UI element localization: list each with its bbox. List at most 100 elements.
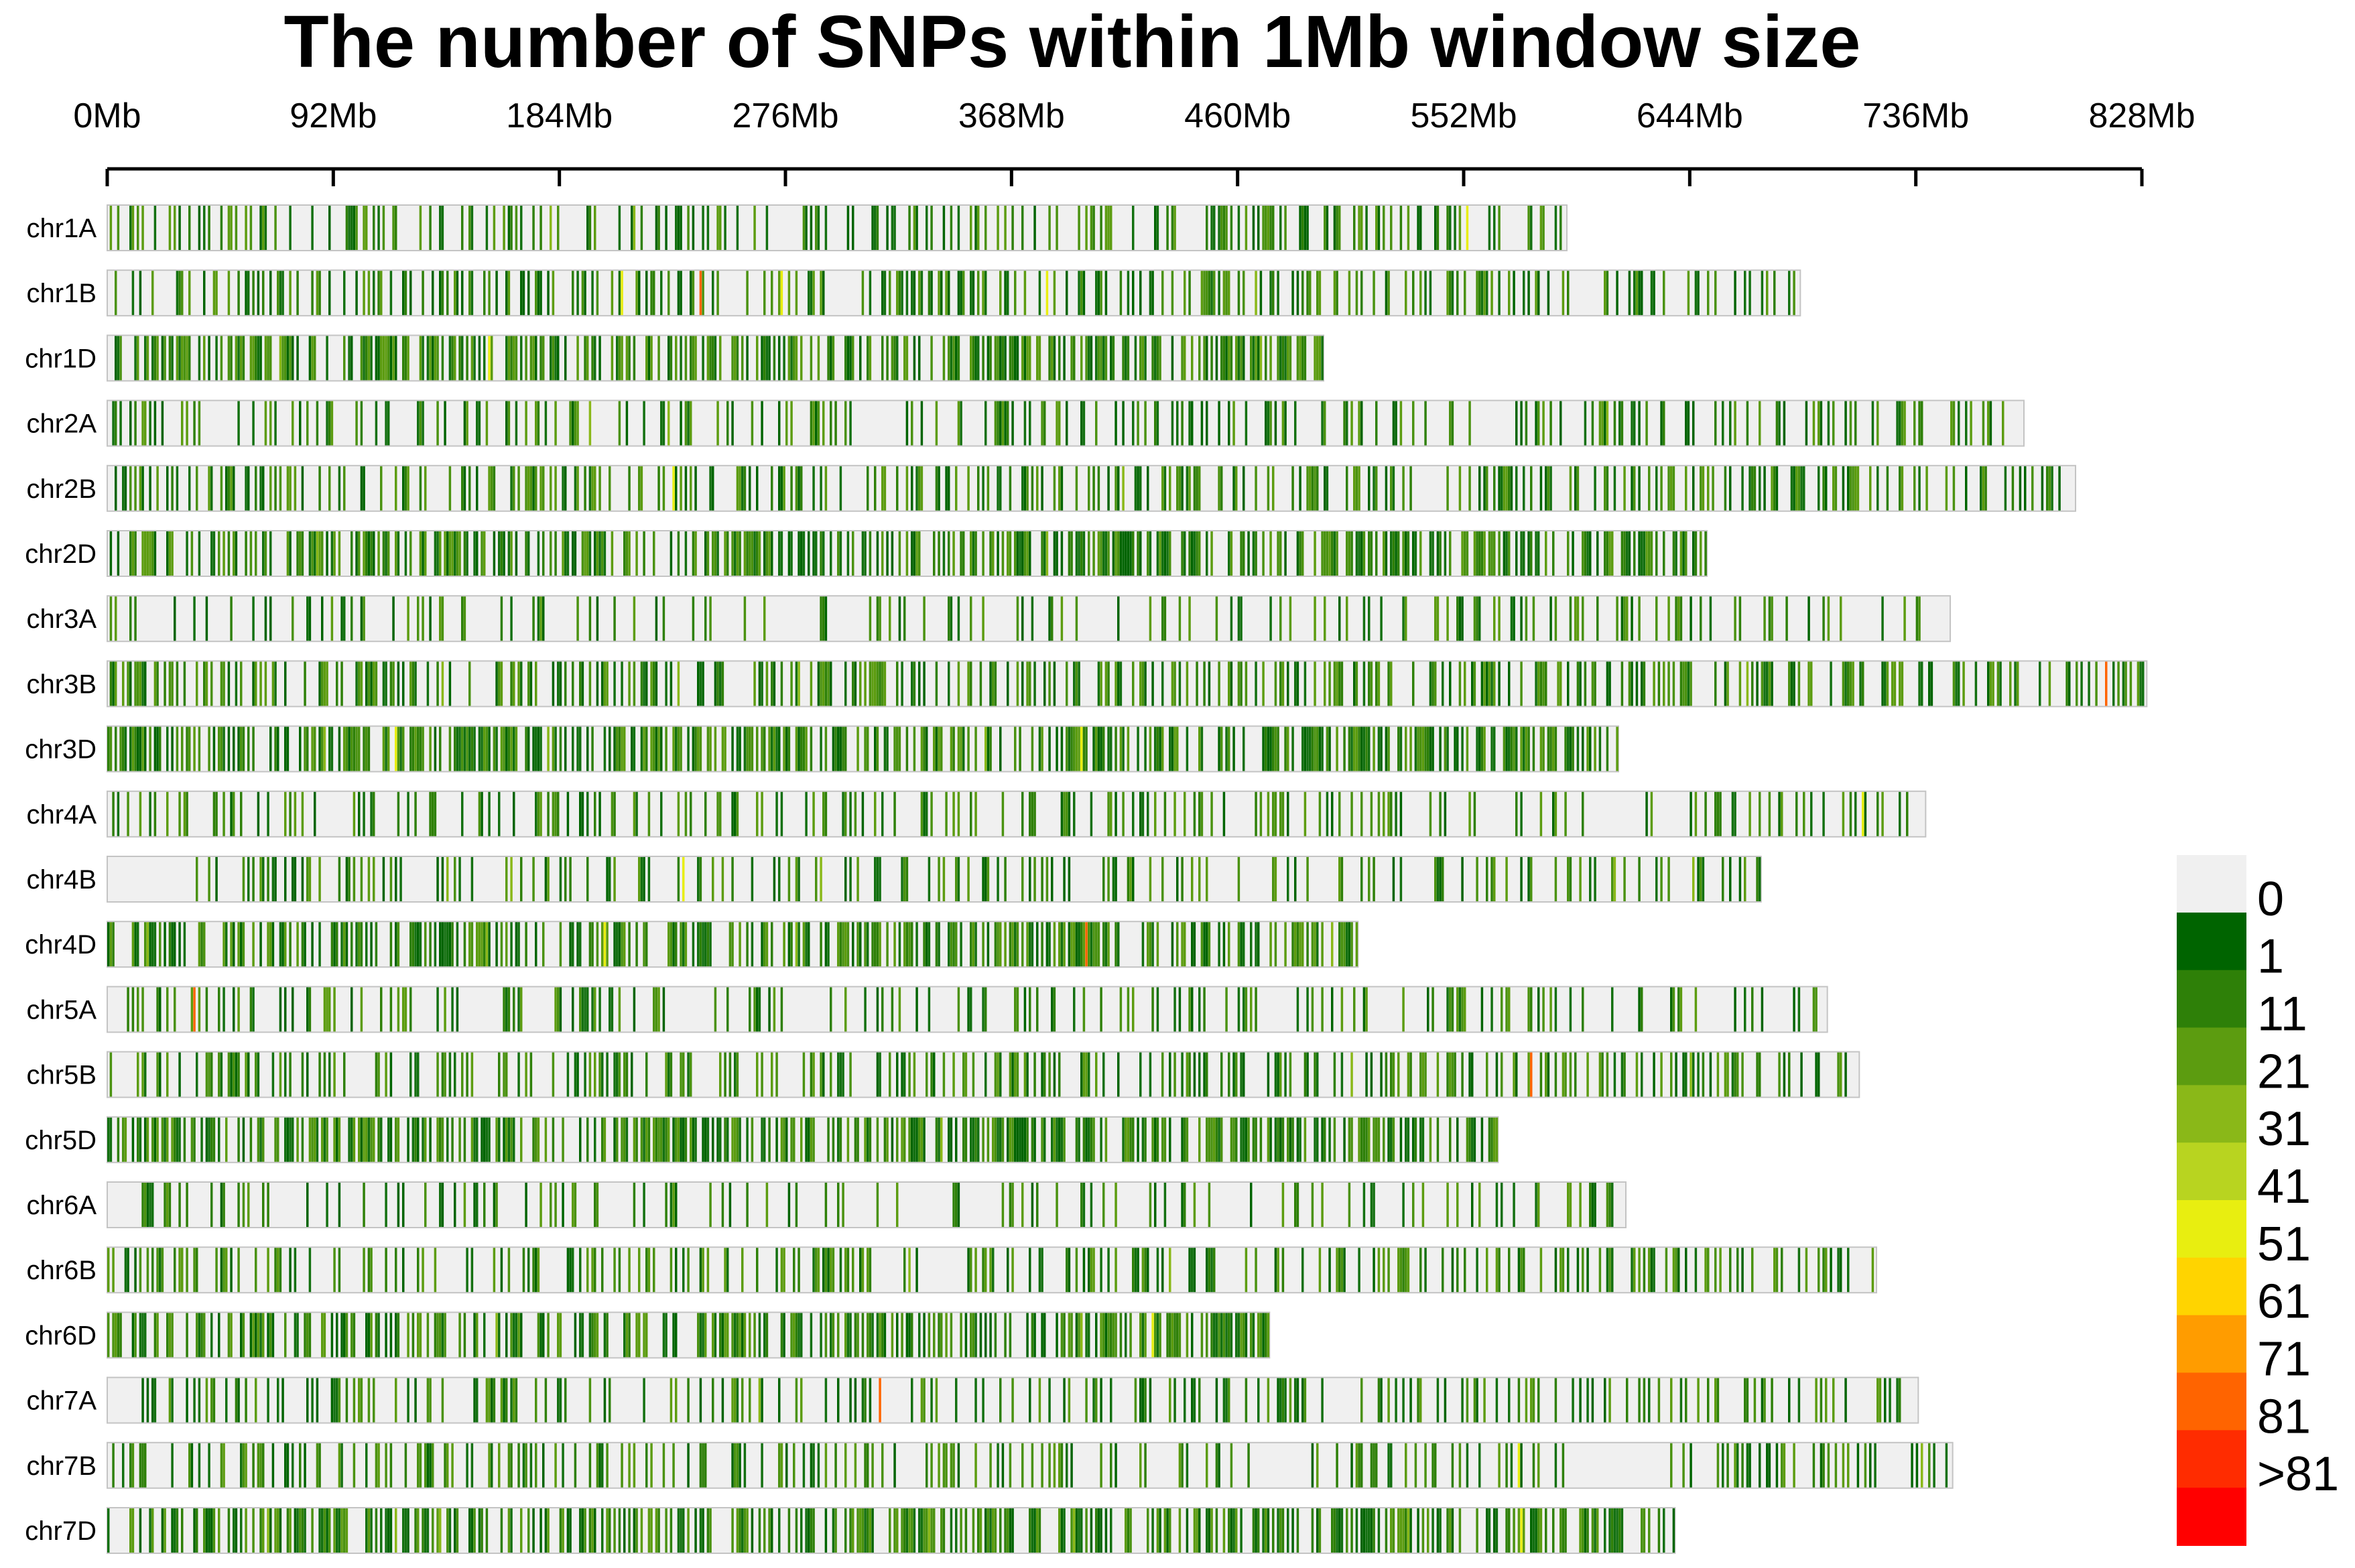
snp-window: [665, 1508, 667, 1553]
snp-window: [805, 1508, 808, 1553]
snp-window: [1284, 922, 1287, 967]
snp-window: [468, 271, 471, 316]
snp-window: [986, 726, 990, 771]
snp-window: [448, 922, 452, 967]
snp-window: [1641, 1052, 1643, 1097]
snp-window: [1218, 206, 1220, 250]
snp-window: [633, 1183, 636, 1227]
snp-window: [955, 1378, 958, 1423]
snp-window: [699, 1248, 702, 1293]
snp-window: [1184, 922, 1186, 967]
snp-window: [1488, 531, 1491, 576]
snp-window: [913, 206, 916, 250]
snp-window: [112, 791, 115, 836]
snp-window: [869, 1248, 872, 1293]
snp-window: [321, 1117, 324, 1162]
snp-window: [1763, 661, 1766, 706]
snp-window: [109, 726, 113, 771]
snp-window: [690, 336, 692, 381]
snp-window: [407, 1508, 409, 1553]
snp-window: [1080, 922, 1083, 967]
snp-window: [911, 1378, 913, 1423]
snp-window: [389, 1443, 393, 1488]
snp-window: [1830, 1248, 1832, 1293]
snp-window: [677, 531, 680, 576]
x-tick-label: 368Mb: [958, 96, 1065, 135]
snp-window: [2122, 661, 2125, 706]
snp-window: [365, 531, 368, 576]
snp-window: [1336, 726, 1338, 771]
chromosome-row: chr2D: [25, 530, 1708, 577]
snp-window: [1031, 1117, 1034, 1162]
snp-window: [1001, 401, 1005, 446]
snp-window: [2024, 466, 2027, 511]
snp-window: [1011, 336, 1014, 381]
snp-window: [395, 1378, 397, 1423]
snp-window: [1267, 791, 1270, 836]
snp-window: [623, 1508, 626, 1553]
snp-window: [557, 791, 560, 836]
snp-window: [1918, 661, 1921, 706]
snp-window: [1156, 401, 1159, 446]
snp-window: [982, 1378, 984, 1423]
snp-window: [881, 271, 884, 316]
snp-window: [1163, 531, 1167, 576]
snp-window: [1306, 1052, 1309, 1097]
snp-window: [1149, 1183, 1152, 1227]
snp-window: [876, 596, 879, 641]
snp-window: [134, 726, 137, 771]
snp-window: [115, 401, 117, 446]
snp-window: [1707, 271, 1710, 316]
snp-window: [896, 336, 899, 381]
snp-window: [503, 1117, 505, 1162]
snp-window: [896, 661, 899, 706]
snp-window: [712, 857, 714, 901]
snp-window: [269, 401, 272, 446]
snp-window: [470, 1052, 474, 1097]
snp-window: [318, 1508, 321, 1553]
snp-window: [470, 1508, 474, 1553]
snp-window: [974, 336, 977, 381]
snp-window: [736, 1508, 739, 1553]
snp-window: [1535, 531, 1537, 576]
snp-window: [1267, 1313, 1270, 1358]
snp-window: [930, 271, 933, 316]
snp-window: [1793, 987, 1795, 1032]
snp-window: [507, 1508, 511, 1553]
snp-window: [1078, 1508, 1080, 1553]
snp-window: [1104, 531, 1108, 576]
snp-window: [419, 336, 422, 381]
snp-window: [429, 726, 432, 771]
snp-window: [1613, 466, 1616, 511]
snp-window: [1331, 791, 1334, 836]
snp-window: [751, 922, 754, 967]
snp-window: [532, 1117, 535, 1162]
snp-window: [628, 1443, 631, 1488]
snp-window: [1655, 531, 1658, 576]
snp-window: [1237, 1313, 1240, 1358]
snp-window: [684, 922, 688, 967]
snp-window: [734, 791, 737, 836]
snp-window: [286, 726, 290, 771]
snp-window: [301, 466, 304, 511]
snp-window: [1493, 726, 1496, 771]
snp-window: [348, 1117, 351, 1162]
snp-window: [778, 1443, 781, 1488]
snp-window: [1862, 661, 1864, 706]
snp-window: [1169, 1378, 1171, 1423]
snp-window: [655, 661, 658, 706]
snp-window: [785, 1443, 788, 1488]
snp-window: [1009, 1508, 1012, 1553]
snp-window: [881, 791, 884, 836]
snp-window: [1284, 726, 1287, 771]
snp-window: [544, 1508, 548, 1553]
snp-window: [594, 1313, 596, 1358]
snp-window: [768, 1508, 771, 1553]
snp-window: [485, 401, 489, 446]
snp-window: [1604, 401, 1606, 446]
snp-window: [1591, 661, 1594, 706]
snp-window: [491, 336, 493, 381]
snp-window: [296, 271, 299, 316]
snp-window: [1697, 857, 1700, 901]
snp-window: [891, 206, 894, 250]
